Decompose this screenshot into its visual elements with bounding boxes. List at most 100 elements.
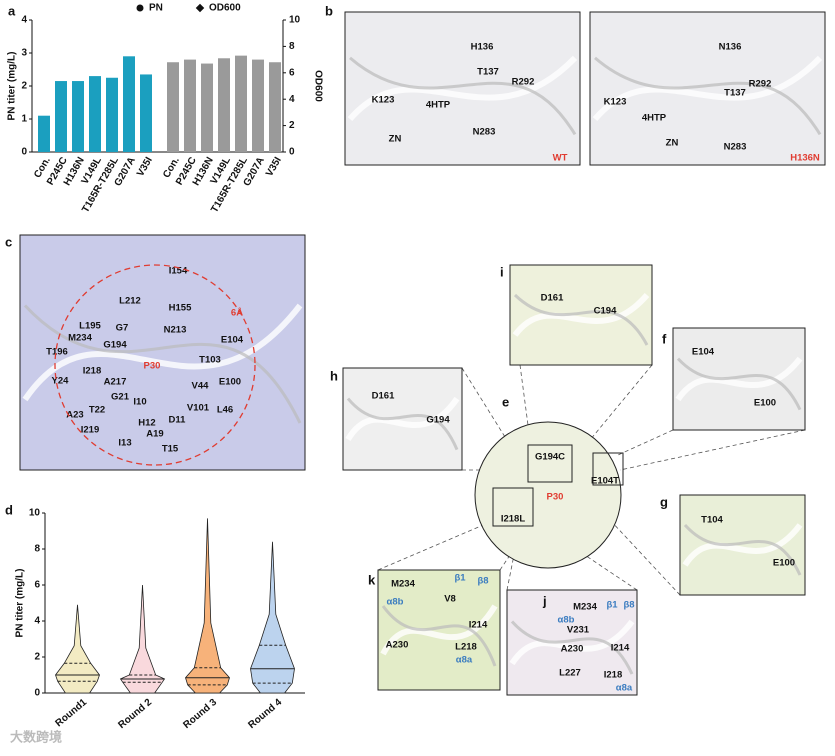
y-tick-label: 6 (34, 580, 40, 591)
ribbon (682, 523, 803, 567)
ribbon (676, 357, 802, 411)
x-tick-label: V35I (264, 155, 284, 179)
bar (201, 63, 213, 153)
residue-label: K123 (372, 95, 395, 106)
x-tick-label: Round 2 (116, 697, 154, 731)
residue-label: L195 (79, 321, 101, 332)
residue-label: H155 (169, 303, 192, 314)
residue-label: N136 (719, 42, 742, 53)
residue-label: M234 (68, 333, 92, 344)
ribbon (675, 356, 803, 402)
residue-label: T15 (162, 444, 179, 455)
residue-label: N283 (473, 127, 496, 138)
legend-marker (136, 4, 144, 12)
panel-letter: j (542, 593, 547, 608)
ribbon (509, 619, 635, 666)
ribbon (23, 304, 302, 424)
y-axis-label: PN titer (mg/L) (15, 569, 26, 638)
residue-label: D11 (169, 415, 187, 426)
residue-label: T196 (46, 347, 68, 358)
panel-letter: a (8, 3, 16, 18)
structure-image: E104 E100 (672, 327, 806, 431)
y-tick-label: 0 (34, 688, 40, 699)
residue-label: E104 (692, 347, 715, 358)
bar (89, 76, 101, 152)
residue-label: G194C (535, 452, 565, 463)
residue-label: C194 (594, 306, 617, 317)
panel-letter: b (325, 3, 333, 18)
x-tick-label: V35I (135, 155, 155, 179)
residue-label: I218 (83, 366, 102, 377)
y2-tick-label: 2 (289, 120, 295, 131)
panel-letter: g (660, 494, 668, 509)
inset-box (527, 444, 573, 483)
residue-label: β8 (623, 600, 634, 611)
residue-label: I13 (118, 438, 131, 449)
residue-label: T104 (701, 515, 723, 526)
ribbon (513, 293, 649, 346)
residue-label: α8b (387, 597, 404, 608)
image-frame (377, 569, 501, 691)
residue-label: H136 (471, 42, 494, 53)
y2-tick-label: 6 (289, 67, 295, 78)
legend-label: OD600 (209, 3, 241, 14)
structure-image: H136 T137 K123 R292 4HTP N283 ZN WT (344, 11, 581, 166)
residue-label: T137 (477, 67, 499, 78)
structure-image: M234 β1 β8 α8b V8 I214 A230 L218 α8a (377, 569, 501, 691)
residue-label: L227 (559, 668, 581, 679)
bar (55, 81, 67, 152)
residue-label: V8 (444, 594, 456, 605)
residue-label: M234 (573, 602, 597, 613)
structure-image: T104 E100 (679, 494, 806, 596)
image-frame (672, 327, 806, 431)
residue-label: I214 (469, 620, 488, 631)
residue-label: 4HTP (426, 100, 451, 111)
residue-label: I154 (169, 266, 188, 277)
y-axis-label: PN titer (mg/L) (7, 52, 18, 121)
residue-label: K123 (604, 97, 627, 108)
residue-label: T137 (724, 88, 746, 99)
residue-label: A217 (104, 377, 127, 388)
residue-label: A230 (386, 640, 409, 651)
ribbon (380, 604, 498, 656)
residue-label: L212 (119, 296, 141, 307)
connectors (377, 364, 806, 596)
residue-label: I218L (501, 514, 525, 525)
residue-label: N283 (724, 142, 747, 153)
panel-letter: c (5, 234, 12, 249)
residue-label: R292 (749, 79, 772, 90)
residue-label: α8a (456, 655, 473, 666)
residue-label: β1 (454, 573, 466, 584)
residue-label: E100 (754, 398, 776, 409)
residue-label: R292 (512, 77, 535, 88)
residue-label: 6Å (231, 308, 243, 319)
ribbon (594, 56, 822, 136)
residue-label: N213 (164, 325, 187, 336)
bar (106, 77, 118, 152)
bar (218, 58, 230, 152)
ribbon (381, 605, 497, 667)
violin (55, 604, 100, 694)
inset-box (592, 452, 624, 486)
residue-label: P30 (547, 492, 564, 503)
residue-label: L218 (455, 642, 477, 653)
ribbon (683, 523, 802, 576)
panel-letter: h (330, 368, 338, 383)
residue-label: Y24 (52, 376, 70, 387)
y-tick-label: 4 (21, 15, 27, 26)
ribbon (592, 55, 823, 122)
residue-label: G21 (111, 392, 130, 403)
bar (269, 62, 281, 152)
residue-label: A230 (561, 644, 584, 655)
bar (252, 59, 264, 152)
residue-label: V231 (567, 625, 590, 636)
bar (123, 56, 135, 152)
residue-label: 4HTP (642, 113, 667, 124)
y-tick-label: 2 (34, 652, 40, 663)
y-tick-label: 0 (21, 147, 27, 158)
ribbon (349, 56, 577, 136)
y-tick-label: 10 (29, 508, 41, 519)
x-tick-label: Round1 (54, 697, 90, 730)
y-tick-label: 8 (34, 544, 40, 555)
